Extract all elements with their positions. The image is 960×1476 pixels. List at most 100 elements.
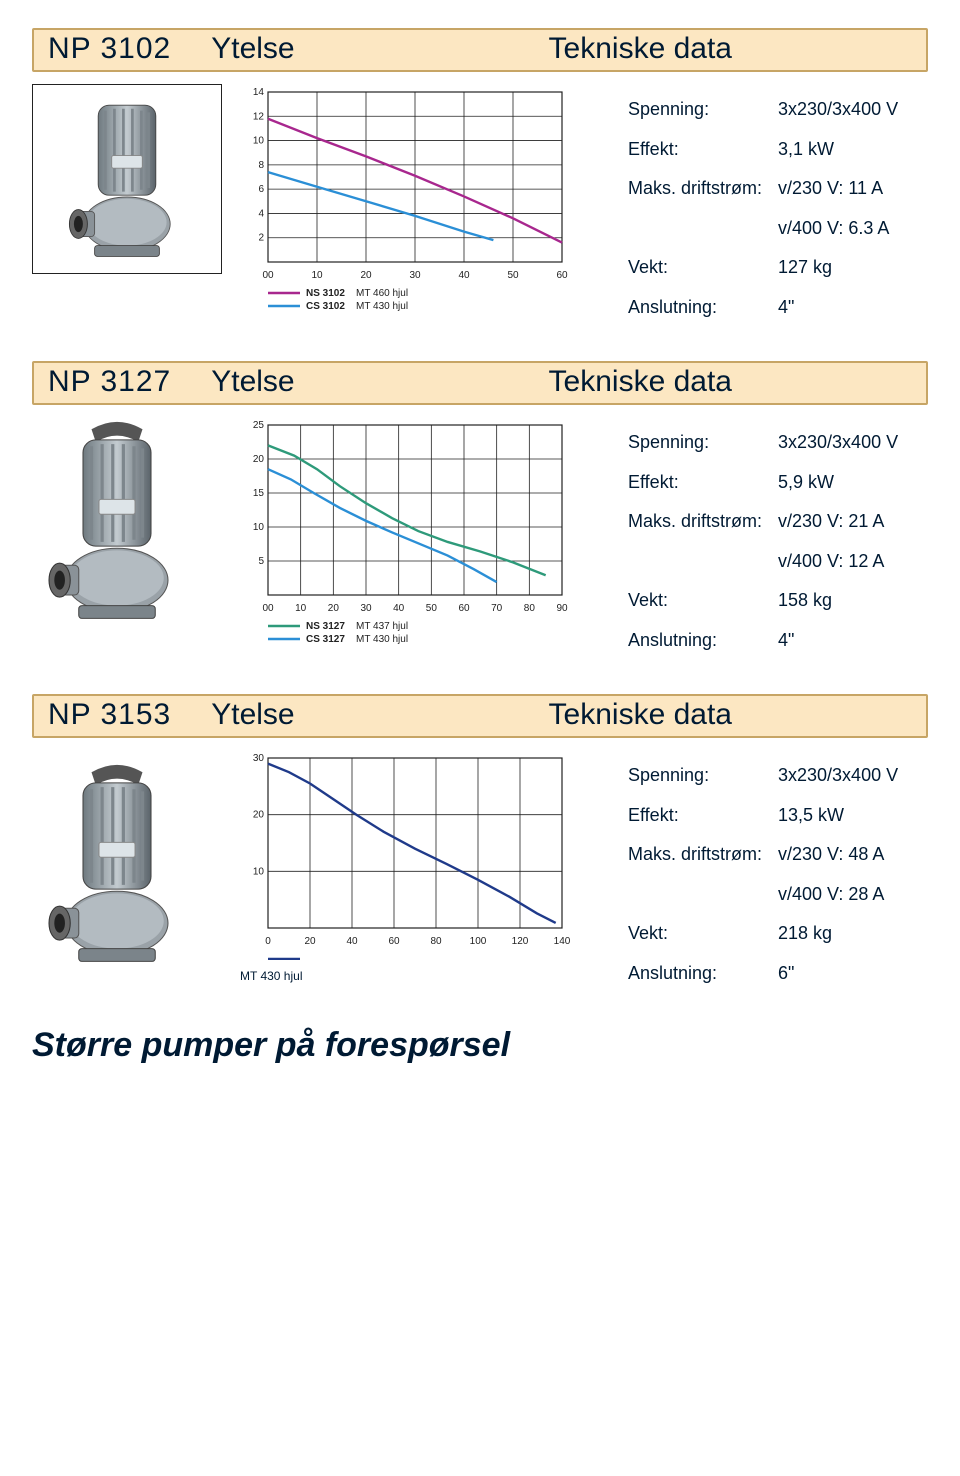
svg-text:2: 2	[258, 233, 264, 244]
spec-value: 6"	[778, 954, 794, 994]
svg-text:12: 12	[253, 111, 265, 122]
chart-legend-mt: MT 430 hjul	[240, 969, 610, 983]
svg-text:CS 3102: CS 3102	[306, 301, 345, 312]
spec-value: v/400 V: 6.3 A	[778, 209, 889, 249]
spec-value: v/400 V: 12 A	[778, 542, 884, 582]
svg-text:NS 3127: NS 3127	[306, 621, 345, 632]
spec-label: Maks. driftstrøm:	[628, 835, 778, 875]
section-title-bar: NP 3153 Ytelse Tekniske data	[32, 694, 928, 738]
spec-label: Effekt:	[628, 796, 778, 836]
svg-text:60: 60	[556, 270, 568, 281]
spec-label: Anslutning:	[628, 288, 778, 328]
svg-text:15: 15	[253, 488, 265, 499]
svg-text:20: 20	[253, 454, 265, 465]
spec-table: Spenning:3x230/3x400 V Effekt:3,1 kW Mak…	[628, 84, 928, 328]
svg-text:80: 80	[430, 936, 442, 947]
svg-text:120: 120	[512, 936, 529, 947]
pump-image	[32, 750, 222, 990]
spec-value: 4"	[778, 288, 794, 328]
model-code: NP 3153	[48, 698, 171, 732]
spec-value: 3x230/3x400 V	[778, 756, 898, 796]
svg-text:20: 20	[253, 810, 265, 821]
svg-text:90: 90	[556, 603, 568, 614]
svg-text:8: 8	[258, 160, 264, 171]
svg-text:MT 430 hjul: MT 430 hjul	[356, 301, 408, 312]
tekniske-label: Tekniske data	[549, 365, 732, 399]
svg-text:60: 60	[458, 603, 470, 614]
footer-text: Større pumper på forespørsel	[32, 1026, 928, 1065]
section-title-bar: NP 3102 Ytelse Tekniske data	[32, 28, 928, 72]
svg-text:100: 100	[470, 936, 487, 947]
spec-label: Vekt:	[628, 248, 778, 288]
spec-label: Spenning:	[628, 90, 778, 130]
pump-image	[32, 417, 222, 637]
spec-value: 218 kg	[778, 914, 832, 954]
svg-text:CS 3127: CS 3127	[306, 634, 345, 645]
svg-text:50: 50	[507, 270, 519, 281]
svg-text:10: 10	[311, 270, 323, 281]
spec-value: 4"	[778, 621, 794, 661]
svg-text:30: 30	[360, 603, 372, 614]
svg-text:00: 00	[262, 270, 274, 281]
spec-value: 13,5 kW	[778, 796, 844, 836]
performance-chart: 020406080100120140102030 MT 430 hjul	[240, 750, 610, 983]
spec-value: v/230 V: 48 A	[778, 835, 884, 875]
performance-chart: 001020304050602468101214NS 3102MT 460 hj…	[240, 84, 610, 329]
svg-text:10: 10	[253, 866, 265, 877]
spec-value: v/230 V: 21 A	[778, 502, 884, 542]
spec-value: 3x230/3x400 V	[778, 423, 898, 463]
svg-text:MT 460 hjul: MT 460 hjul	[356, 288, 408, 299]
svg-text:40: 40	[393, 603, 405, 614]
spec-label: Effekt:	[628, 130, 778, 170]
svg-text:6: 6	[258, 184, 264, 195]
svg-text:50: 50	[426, 603, 438, 614]
svg-text:10: 10	[253, 522, 265, 533]
svg-text:MT 430 hjul: MT 430 hjul	[356, 634, 408, 645]
product-section-NP 3127: NP 3127 Ytelse Tekniske data 00 10 20 30 40 5…	[32, 361, 928, 662]
svg-text:0: 0	[265, 936, 271, 947]
pump-image-frame	[32, 84, 222, 274]
spec-value: v/400 V: 28 A	[778, 875, 884, 915]
spec-table: Spenning:3x230/3x400 V Effekt:5,9 kW Mak…	[628, 417, 928, 661]
product-section-NP 3153: NP 3153 Ytelse Tekniske data 02040608010…	[32, 694, 928, 994]
spec-label: Spenning:	[628, 423, 778, 463]
svg-text:40: 40	[458, 270, 470, 281]
svg-text:14: 14	[253, 87, 265, 98]
svg-text:70: 70	[491, 603, 503, 614]
spec-label: Anslutning:	[628, 621, 778, 661]
performance-chart: 00102030405060708090510152025NS 3127MT 4…	[240, 417, 610, 662]
spec-label: Anslutning:	[628, 954, 778, 994]
spec-label: Spenning:	[628, 756, 778, 796]
svg-text:140: 140	[554, 936, 570, 947]
spec-label: Maks. driftstrøm:	[628, 502, 778, 542]
svg-text:20: 20	[304, 936, 316, 947]
section-title-bar: NP 3127 Ytelse Tekniske data	[32, 361, 928, 405]
product-section-NP 3102: NP 3102 Ytelse Tekniske data 00 10 20 30 40 5…	[32, 28, 928, 329]
svg-text:40: 40	[346, 936, 358, 947]
svg-text:30: 30	[409, 270, 421, 281]
svg-text:25: 25	[253, 420, 265, 431]
spec-value: 3x230/3x400 V	[778, 90, 898, 130]
tekniske-label: Tekniske data	[549, 698, 732, 732]
tekniske-label: Tekniske data	[549, 32, 732, 66]
spec-label: Effekt:	[628, 463, 778, 503]
svg-text:MT 437 hjul: MT 437 hjul	[356, 621, 408, 632]
ytelse-label: Ytelse	[211, 698, 294, 732]
spec-value: 3,1 kW	[778, 130, 834, 170]
model-code: NP 3127	[48, 365, 171, 399]
spec-label: Vekt:	[628, 914, 778, 954]
svg-text:10: 10	[295, 603, 307, 614]
svg-text:80: 80	[524, 603, 536, 614]
spec-value: 5,9 kW	[778, 463, 834, 503]
svg-text:4: 4	[258, 208, 264, 219]
model-code: NP 3102	[48, 32, 171, 66]
ytelse-label: Ytelse	[211, 32, 294, 66]
svg-text:20: 20	[360, 270, 372, 281]
svg-text:30: 30	[253, 753, 265, 764]
svg-text:10: 10	[253, 136, 265, 147]
spec-label: Maks. driftstrøm:	[628, 169, 778, 209]
spec-table: Spenning:3x230/3x400 V Effekt:13,5 kW Ma…	[628, 750, 928, 994]
svg-text:00: 00	[262, 603, 274, 614]
spec-value: 127 kg	[778, 248, 832, 288]
spec-value: 158 kg	[778, 581, 832, 621]
